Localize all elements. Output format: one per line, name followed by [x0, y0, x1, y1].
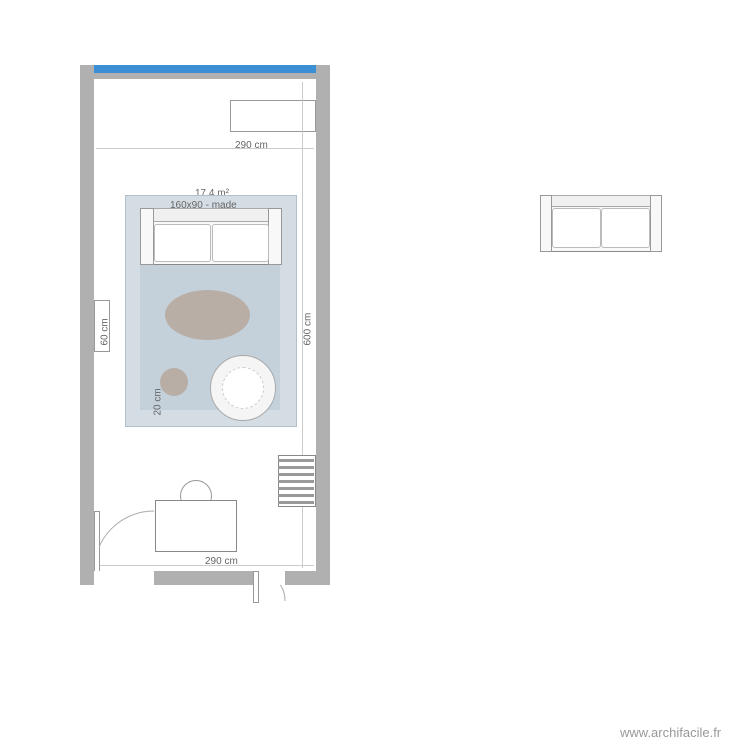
sofa-floating-back [540, 195, 662, 207]
round-chair-inner [222, 367, 264, 409]
shelf-slot-5 [278, 487, 314, 490]
dim-rug: 20 cm [153, 388, 164, 415]
sofa-floating-cushion-r [601, 208, 650, 248]
shelf-slot-1 [278, 459, 314, 462]
dim-cabinet: 60 cm [100, 318, 111, 345]
shelf-slot-4 [278, 480, 314, 483]
sofa-main-cushion-r [212, 224, 269, 262]
watermark: www.archifacile.fr [620, 725, 721, 740]
sofa-floating-arm-r [650, 195, 662, 252]
small-pouf [160, 368, 188, 396]
window-top [94, 65, 316, 73]
sofa-floating-arm-l [540, 195, 552, 252]
floorplan-canvas: 290 cm 17.4 m² 160x90 - made 60 cm 600 c… [0, 0, 750, 750]
sofa-label: 160x90 - made [170, 200, 237, 211]
sofa-main-arm-left [140, 208, 154, 265]
shelf-slot-6 [278, 494, 314, 497]
door-bl-arc [94, 510, 159, 575]
dim-top: 290 cm [235, 140, 268, 151]
door-br-leaf [253, 571, 259, 603]
shelf-slot-3 [278, 473, 314, 476]
door-br-opening [255, 571, 285, 585]
sofa-floating-cushion-l [552, 208, 601, 248]
dim-right: 600 cm [303, 313, 314, 346]
oval-table [165, 290, 250, 340]
desk [155, 500, 237, 552]
sofa-main-arm-right [268, 208, 282, 265]
door-bl-leaf [94, 511, 100, 573]
shelf-slot-2 [278, 466, 314, 469]
sofa-main-cushion-l [154, 224, 211, 262]
door-bl-opening [94, 571, 154, 585]
dim-top-line [96, 148, 314, 149]
shelf-slot-7 [278, 501, 314, 504]
top-cabinet [230, 100, 316, 132]
